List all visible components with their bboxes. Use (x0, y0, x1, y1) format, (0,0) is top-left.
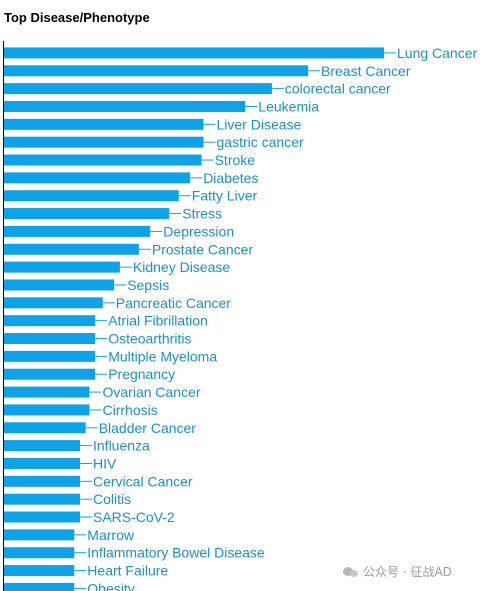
bar (4, 118, 204, 130)
bar (4, 315, 96, 327)
bar (4, 511, 80, 523)
bar (4, 404, 90, 416)
bar (4, 83, 272, 95)
bar-label: Pancreatic Cancer (116, 295, 232, 311)
bar-label: Osteoarthritis (108, 331, 191, 347)
bar-label: Obesity (87, 580, 134, 591)
bar-label: Kidney Disease (133, 259, 230, 275)
bar-label: Atrial Fibrillation (108, 313, 208, 329)
bar-label: Colitis (93, 491, 131, 507)
bar (4, 582, 75, 591)
bar-label: Heart Failure (87, 563, 168, 579)
bar (4, 350, 96, 362)
bar-label: Cirrhosis (103, 402, 158, 418)
bar (4, 243, 139, 255)
watermark: 公众号 · 征战AD (343, 563, 452, 580)
bar (4, 493, 80, 505)
wechat-icon (343, 566, 359, 578)
bar (4, 279, 115, 291)
bar-label: Ovarian Cancer (103, 384, 201, 400)
bar (4, 297, 103, 309)
bar-label: Sepsis (127, 277, 169, 293)
bar (4, 136, 204, 148)
chart-title: Top Disease/Phenotype (4, 10, 150, 25)
bar (4, 333, 96, 345)
bar-label: Fatty Liver (192, 188, 258, 204)
bar-label: Multiple Myeloma (108, 348, 217, 364)
bar (4, 65, 308, 77)
bar (4, 225, 151, 237)
bar-label: Prostate Cancer (152, 241, 253, 257)
bar (4, 154, 202, 166)
bar-label: Inflammatory Bowel Disease (87, 545, 265, 561)
bar-label: Marrow (87, 527, 135, 543)
bar-label: Pregnancy (108, 366, 175, 382)
bar (4, 368, 96, 380)
bar (4, 440, 80, 452)
bar (4, 261, 120, 273)
bar (4, 422, 86, 434)
bar (4, 547, 75, 559)
bar (4, 47, 384, 59)
bar-label: Leukemia (258, 98, 319, 114)
bar-label: Diabetes (203, 170, 258, 186)
bar-label: Liver Disease (217, 116, 302, 132)
watermark-text: 公众号 · 征战AD (363, 565, 452, 579)
bar-label: Lung Cancer (397, 45, 478, 61)
bar (4, 208, 170, 220)
bar-label: Influenza (93, 438, 150, 454)
bar-label: gastric cancer (217, 134, 304, 150)
bar (4, 172, 191, 184)
bar (4, 386, 90, 398)
bar-label: Cervical Cancer (93, 473, 193, 489)
bar-label: colorectal cancer (285, 81, 391, 97)
bar-label: HIV (93, 455, 117, 471)
bar-label: Depression (163, 223, 234, 239)
bar-label: Stress (182, 206, 222, 222)
labels-group: Lung Cancer Breast Cancer colorectal cance… (74, 45, 478, 591)
bar-label: Stroke (215, 152, 256, 168)
bar (4, 190, 179, 202)
bar-label: Breast Cancer (321, 63, 411, 79)
bar (4, 457, 80, 469)
bars-group (4, 47, 384, 591)
bar (4, 475, 80, 487)
bar (4, 565, 75, 577)
bar-label: SARS-CoV-2 (93, 509, 175, 525)
bar (4, 529, 75, 541)
bar-label: Bladder Cancer (99, 420, 197, 436)
bar (4, 100, 246, 112)
